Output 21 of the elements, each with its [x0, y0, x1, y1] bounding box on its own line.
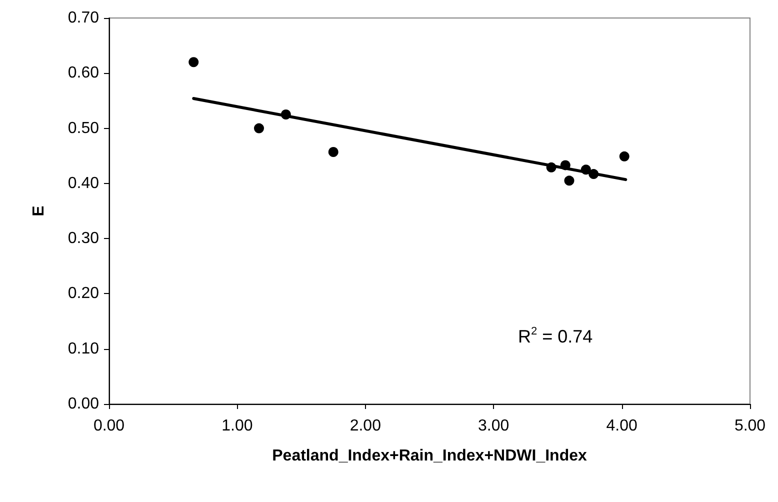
- point: [619, 151, 630, 162]
- point: [328, 147, 338, 157]
- x-tick-label: 3.00: [478, 418, 510, 434]
- y-tick-label: 0.40: [68, 174, 100, 192]
- x-tick-label: 2.00: [350, 418, 382, 434]
- y-tick-label: 0.20: [68, 285, 100, 302]
- x-axis-title: Peatland_Index+Rain_Index+NDWI_Index: [272, 448, 587, 464]
- x-tick-label: 1.00: [222, 418, 253, 434]
- x-tick-label: 4.00: [606, 418, 638, 434]
- y-tick-label: 0.60: [68, 64, 100, 82]
- point: [188, 57, 199, 68]
- point: [564, 176, 574, 186]
- point: [254, 123, 264, 134]
- y-tick-label: 0.50: [68, 120, 100, 137]
- y-tick-label: 0.30: [68, 230, 100, 248]
- x-tick-label: 5.00: [734, 418, 766, 434]
- y-tick-label: 0.10: [68, 340, 100, 358]
- y-tick-label: 0.70: [68, 10, 100, 26]
- y-axis-title: E: [30, 205, 48, 216]
- y-tick-label: 0.00: [68, 396, 100, 412]
- x-tick-label: 0.00: [93, 418, 125, 434]
